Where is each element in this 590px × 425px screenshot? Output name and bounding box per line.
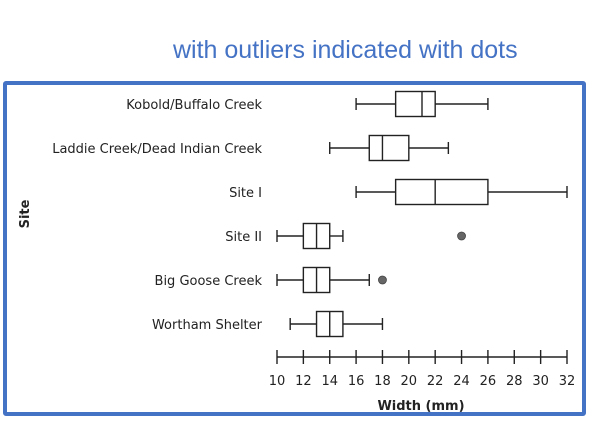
box-row: Site II (225, 222, 466, 250)
y-axis-label: Site (18, 199, 33, 228)
category-label: Wortham Shelter (152, 318, 263, 333)
x-axis-label: Width (mm) (377, 399, 464, 414)
outlier-dot (457, 231, 466, 241)
x-tick-label: 20 (401, 374, 418, 389)
x-tick-label: 12 (295, 374, 312, 389)
box-row: Site I (229, 178, 568, 206)
iqr-box (394, 90, 436, 118)
caption-text: with outliers indicated with dots (173, 36, 518, 64)
x-tick-label: 32 (559, 374, 576, 389)
x-tick-label: 18 (374, 374, 391, 389)
x-tick-label: 16 (348, 374, 365, 389)
x-tick-label: 24 (453, 374, 470, 389)
x-axis: 10 12 14 16 18 20 22 24 26 28 30 32 (269, 350, 576, 389)
x-tick-label: 14 (321, 374, 338, 389)
iqr-box (394, 178, 489, 206)
category-label: Site II (225, 230, 262, 245)
category-label: Kobold/Buffalo Creek (126, 98, 262, 113)
category-label: Site I (229, 186, 262, 201)
box-rows: Kobold/Buffalo Creek Laddie Creek/Dead In… (52, 90, 568, 338)
x-tick-label: 30 (532, 374, 549, 389)
box-row: Kobold/Buffalo Creek (126, 90, 489, 118)
chart-frame (3, 81, 586, 416)
x-tick-label: 10 (269, 374, 286, 389)
x-tick-label: 22 (427, 374, 444, 389)
box-row: Laddie Creek/Dead Indian Creek (52, 134, 450, 162)
category-label: Big Goose Creek (155, 274, 263, 289)
x-tick-label: 28 (506, 374, 523, 389)
x-tick-label: 26 (480, 374, 497, 389)
box-row: Big Goose Creek (155, 266, 387, 294)
box-row: Wortham Shelter (152, 310, 384, 338)
category-label: Laddie Creek/Dead Indian Creek (52, 142, 262, 157)
outlier-dot (378, 275, 387, 285)
iqr-box (368, 134, 410, 162)
